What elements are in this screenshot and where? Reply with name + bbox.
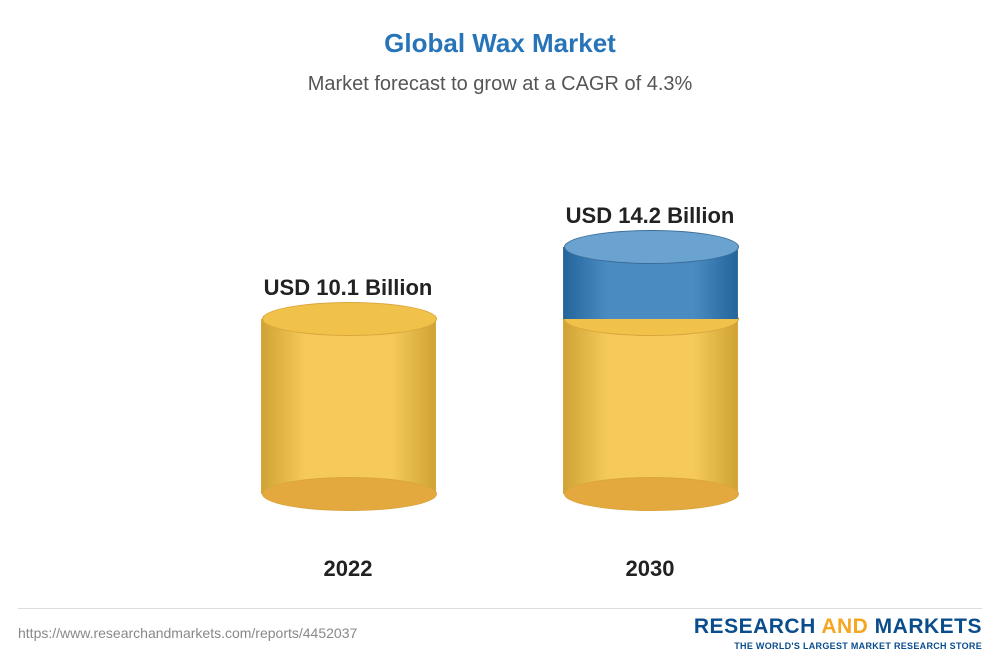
logo-text: RESEARCH AND MARKETS — [694, 615, 982, 639]
cylinder-segment — [563, 247, 738, 319]
cylinder-bar: USD 14.2 Billion2030 — [550, 203, 750, 494]
cylinder-top-ellipse — [262, 302, 437, 336]
bar-year-label: 2022 — [248, 556, 448, 582]
logo-word-1: RESEARCH — [694, 615, 816, 638]
cylinder-bottom-ellipse — [262, 477, 437, 511]
logo: RESEARCH AND MARKETS THE WORLD'S LARGEST… — [694, 615, 982, 651]
cylinder-segment — [563, 319, 738, 494]
bar-value-label: USD 10.1 Billion — [248, 275, 448, 301]
cylinder-top-ellipse — [564, 230, 739, 264]
cylinder-bottom-ellipse — [564, 477, 739, 511]
cylinder-bar: USD 10.1 Billion2022 — [248, 275, 448, 494]
cylinder — [563, 247, 738, 494]
bar-year-label: 2030 — [550, 556, 750, 582]
bar-value-label: USD 14.2 Billion — [550, 203, 750, 229]
chart-subtitle: Market forecast to grow at a CAGR of 4.3… — [0, 59, 1000, 96]
logo-word-3: MARKETS — [875, 615, 982, 638]
chart-title: Global Wax Market — [0, 0, 1000, 59]
footer: https://www.researchandmarkets.com/repor… — [0, 607, 1000, 667]
cylinder-segment — [261, 319, 436, 494]
cylinder — [261, 319, 436, 494]
logo-tagline: THE WORLD'S LARGEST MARKET RESEARCH STOR… — [694, 641, 982, 651]
source-url: https://www.researchandmarkets.com/repor… — [18, 625, 357, 641]
chart-area: USD 10.1 Billion2022 USD 14.2 Billion2030 — [0, 116, 1000, 546]
logo-word-2: AND — [821, 615, 868, 638]
